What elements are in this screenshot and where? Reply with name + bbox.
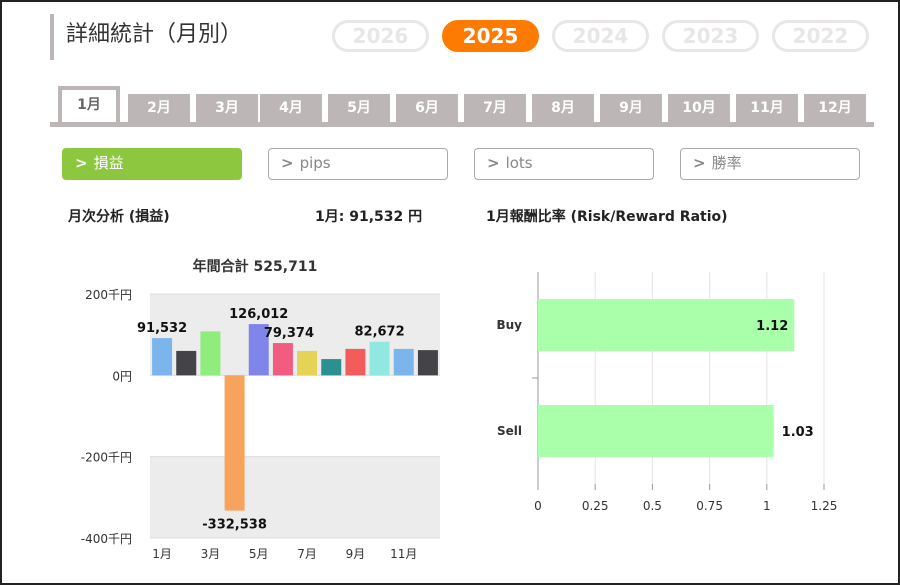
chevron-right-icon: >: [693, 154, 706, 172]
month-value: 1月: 91,532 円: [315, 209, 423, 225]
data-label: 1.03: [782, 425, 814, 440]
filter-label: 勝率: [711, 154, 742, 172]
year-selector: 2026 2025 2024 2023 2022: [332, 20, 869, 52]
bar-7月[interactable]: [297, 350, 318, 376]
year-button-2025[interactable]: 2025: [442, 20, 539, 52]
chevron-right-icon: >: [75, 154, 88, 172]
data-label: 126,012: [229, 307, 288, 322]
monthly-pl-chart: 年間合計 525,711 200千円 0円 -200千円 -400千円 91,532 -33…: [81, 258, 440, 561]
tab-month-12[interactable]: 12月: [804, 94, 866, 122]
x-tick-label: 0.25: [582, 499, 609, 513]
plot-band: [150, 294, 440, 376]
bar-2月[interactable]: [176, 350, 197, 376]
bar-Sell[interactable]: [538, 405, 774, 457]
x-tick-label: 5月: [249, 547, 269, 561]
x-tick-label: 0.75: [696, 499, 723, 513]
x-tick-label: 1月: [152, 547, 172, 561]
y-tick-label: -400千円: [81, 532, 132, 546]
tab-month-3[interactable]: 3月: [196, 94, 258, 122]
monthly-analysis-title: 月次分析 (損益): [68, 209, 170, 225]
filter-button-2[interactable]: > pips: [268, 148, 448, 180]
tab-month-5[interactable]: 5月: [328, 94, 390, 122]
chevron-right-icon: >: [487, 154, 500, 172]
plot-band: [150, 456, 440, 538]
x-tick-label: 9月: [346, 547, 366, 561]
filter-button-1[interactable]: > 損益: [62, 148, 242, 180]
x-tick-label: 3月: [201, 547, 221, 561]
filter-label: lots: [505, 154, 533, 172]
data-label: 79,374: [264, 326, 314, 341]
tab-month-8[interactable]: 8月: [532, 94, 594, 122]
data-label: 1.12: [756, 319, 788, 334]
tab-month-2[interactable]: 2月: [128, 94, 190, 122]
year-button-2022[interactable]: 2022: [772, 20, 869, 52]
tab-month-9[interactable]: 9月: [600, 94, 662, 122]
y-tick-label: 0円: [112, 369, 132, 383]
bar-8月[interactable]: [321, 359, 342, 376]
filter-label: 損益: [93, 154, 124, 172]
x-tick-label: 0: [534, 499, 542, 513]
x-tick-label: 7月: [297, 547, 317, 561]
bar-12月[interactable]: [417, 350, 438, 376]
filter-button-3[interactable]: > lots: [474, 148, 654, 180]
risk-reward-chart: 0 0.25 0.5 0.75 1 1.25 Buy 1.12 Sell 1.03: [496, 272, 838, 513]
bar-9月[interactable]: [345, 348, 366, 376]
y-tick-label: 200千円: [85, 288, 132, 302]
category-label: Buy: [496, 318, 522, 332]
tab-month-10[interactable]: 10月: [668, 94, 730, 122]
bar-5月[interactable]: [248, 324, 269, 376]
plot-band: [150, 375, 440, 457]
page-title: 詳細統計（月別）: [50, 14, 242, 60]
bar-4月[interactable]: [224, 375, 245, 511]
year-button-2024[interactable]: 2024: [552, 20, 649, 52]
tab-month-6[interactable]: 6月: [396, 94, 458, 122]
filter-label: pips: [299, 154, 331, 172]
data-label: 91,532: [137, 321, 187, 336]
x-tick-label: 11月: [390, 547, 417, 561]
year-button-2023[interactable]: 2023: [662, 20, 759, 52]
data-label: -332,538: [202, 518, 267, 533]
x-tick-label: 1.25: [811, 499, 838, 513]
bar-11月[interactable]: [393, 348, 414, 376]
annual-total-title: 年間合計 525,711: [193, 258, 318, 275]
tab-month-11[interactable]: 11月: [736, 94, 798, 122]
bar-10月[interactable]: [369, 341, 390, 376]
month-tabs: 1月 2月 3月 4月 5月 6月 7月 8月 9月 10月 11月 12月: [50, 86, 874, 127]
bar-3月[interactable]: [200, 331, 221, 376]
x-tick-label: 1: [763, 499, 771, 513]
rr-ratio-title: 1月報酬比率 (Risk/Reward Ratio): [486, 209, 728, 225]
data-label: 82,672: [354, 325, 404, 340]
tab-month-4[interactable]: 4月: [260, 94, 322, 122]
bar-Buy[interactable]: [538, 299, 795, 351]
x-tick-label: 0.5: [643, 499, 662, 513]
year-button-2026[interactable]: 2026: [332, 20, 429, 52]
category-label: Sell: [497, 424, 522, 438]
bar-6月[interactable]: [272, 343, 293, 376]
y-tick-label: -200千円: [81, 451, 132, 465]
tab-month-7[interactable]: 7月: [464, 94, 526, 122]
filter-button-4[interactable]: > 勝率: [680, 148, 860, 180]
chevron-right-icon: >: [281, 154, 294, 172]
tab-month-1[interactable]: 1月: [58, 86, 120, 122]
bar-1月[interactable]: [152, 338, 173, 376]
